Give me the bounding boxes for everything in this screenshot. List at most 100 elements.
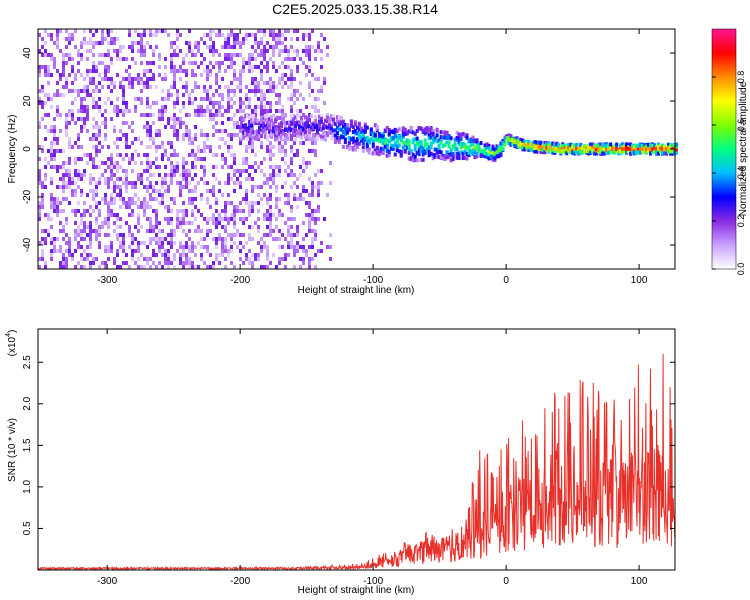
spectrogram-cell: [167, 265, 170, 269]
spectrogram-cell: [191, 137, 194, 141]
spectrogram-cell: [140, 89, 143, 93]
spectrogram-cell: [385, 126, 389, 131]
spectrogram-cell: [331, 121, 335, 126]
spectrogram-cell: [47, 149, 50, 153]
spectrogram-cell: [104, 181, 107, 185]
spectrogram-cell: [275, 197, 278, 201]
spectrogram-cell: [47, 213, 50, 217]
spectrogram-cell: [170, 65, 173, 69]
spectrogram-cell: [665, 146, 669, 151]
spectrogram-cell: [254, 81, 257, 85]
spectrogram-cell: [571, 145, 575, 150]
spectrogram-cell: [292, 132, 296, 137]
spectrogram-cell: [246, 128, 250, 133]
spectrogram-cell: [531, 141, 535, 146]
spectrogram-cell: [206, 69, 209, 73]
spectrogram-cell: [293, 181, 296, 185]
spectrogram-cell: [401, 126, 405, 131]
spectrogram-cell: [50, 193, 53, 197]
spectrogram-cell: [381, 134, 385, 139]
spectrogram-cell: [74, 45, 77, 49]
spectrogram-cell: [377, 138, 381, 143]
spectrogram-cell: [248, 257, 251, 261]
spectrogram-cell: [152, 49, 155, 53]
spectrogram-cell: [185, 81, 188, 85]
spectrogram-cell: [248, 137, 251, 141]
spectrogram-cell: [122, 101, 125, 105]
spectrogram-cell: [275, 173, 278, 177]
spectrogram-cell: [71, 69, 74, 73]
spectrogram-cell: [317, 45, 320, 49]
spectrogram-cell: [245, 33, 248, 37]
spectrogram-cell: [311, 245, 314, 249]
spectrogram-cell: [357, 135, 361, 140]
spectrogram-cell: [233, 61, 236, 65]
spectrogram-cell: [140, 53, 143, 57]
spectrogram-cell: [471, 138, 475, 143]
spectrogram-cell: [83, 77, 86, 81]
spectrogram-cell: [134, 109, 137, 113]
spectrogram-cell: [314, 217, 317, 221]
spectrogram-cell: [242, 109, 245, 113]
spectrogram-cell: [314, 153, 317, 157]
spectrogram-cell: [218, 129, 221, 133]
spectrogram-cell: [92, 145, 95, 149]
spectrogram-cell: [71, 65, 74, 69]
spectrogram-cell: [95, 237, 98, 241]
spectrogram-cell: [92, 133, 95, 137]
spectrogram-cell: [68, 157, 71, 161]
spectrogram-cell: [269, 141, 272, 145]
spectrogram-cell: [212, 185, 215, 189]
spectrogram-cell: [601, 143, 605, 148]
spectrogram-cell: [227, 145, 230, 149]
spectrogram-cell: [77, 61, 80, 65]
spectrogram-cell: [44, 53, 47, 57]
spectrogram-cell: [567, 146, 571, 151]
spectrogram-cell: [101, 261, 104, 265]
spectrogram-cell: [107, 77, 110, 81]
spectrogram-cell: [311, 229, 314, 233]
spectrogram-cell: [355, 142, 359, 147]
spectrogram-cell: [284, 169, 287, 173]
spectrogram-cell: [161, 237, 164, 241]
spectrogram-cell: [248, 69, 251, 73]
spectrogram-cell: [613, 146, 617, 151]
spectrogram-cell: [152, 189, 155, 193]
spectrogram-cell: [221, 129, 224, 133]
spectrogram-cell: [38, 257, 41, 261]
spectrogram-cell: [266, 225, 269, 229]
spectrogram-cell: [209, 97, 212, 101]
spectrogram-cell: [173, 125, 176, 129]
spectrogram-cell: [137, 49, 140, 53]
spectrogram-cell: [71, 81, 74, 85]
spectrogram-cell: [116, 109, 119, 113]
spectrogram-cell: [101, 113, 104, 117]
spectrogram-cell: [86, 245, 89, 249]
spectrogram-cell: [218, 233, 221, 237]
spectrogram-cell: [152, 61, 155, 65]
spectrogram-cell: [275, 125, 278, 129]
spectrogram-cell: [98, 41, 101, 45]
spectrogram-cell: [128, 81, 131, 85]
spectrogram-cell: [471, 142, 475, 147]
spectrogram-cell: [449, 136, 453, 141]
spectrogram-cell: [351, 130, 355, 135]
spectrogram-cell: [53, 41, 56, 45]
spectrogram-cell: [101, 145, 104, 149]
spectrogram-cell: [146, 81, 149, 85]
spectrogram-cell: [104, 261, 107, 265]
spectrogram-cell: [299, 135, 303, 140]
spectrogram-cell: [167, 205, 170, 209]
spectrogram-cell: [164, 165, 167, 169]
spectrogram-cell: [74, 169, 77, 173]
spectrogram-cell: [203, 245, 206, 249]
spectrogram-cell: [113, 181, 116, 185]
spectrogram-cell: [233, 157, 236, 161]
spectrogram-cell: [233, 241, 236, 245]
spectrogram-cell: [295, 114, 299, 119]
spectrogram-cell: [86, 113, 89, 117]
spectrogram-cell: [137, 245, 140, 249]
spectrogram-cell: [517, 144, 521, 149]
spectrogram-cell: [314, 233, 317, 237]
